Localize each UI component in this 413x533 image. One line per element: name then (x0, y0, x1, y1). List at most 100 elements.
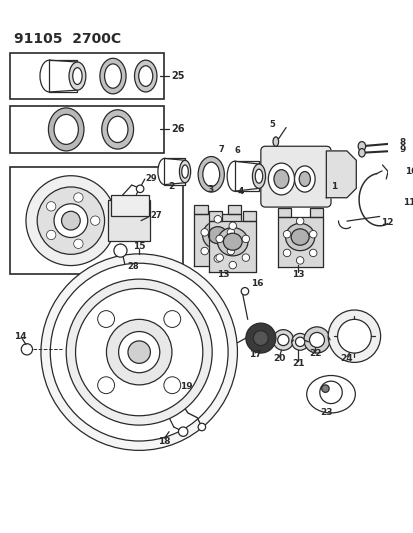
Text: 14: 14 (14, 332, 26, 341)
Text: 21: 21 (291, 359, 304, 368)
Polygon shape (277, 217, 322, 266)
Circle shape (296, 217, 303, 225)
Text: 11: 11 (402, 198, 413, 207)
Circle shape (46, 230, 56, 240)
Bar (10, 53, 164, 100)
Ellipse shape (48, 108, 84, 151)
Ellipse shape (138, 66, 152, 86)
Circle shape (228, 261, 236, 269)
Bar (234, 161, 259, 191)
Ellipse shape (306, 376, 354, 413)
Circle shape (282, 230, 290, 238)
Ellipse shape (181, 165, 188, 178)
Bar (49, 60, 77, 92)
Circle shape (319, 381, 342, 403)
Circle shape (321, 385, 328, 392)
Bar (10, 106, 164, 153)
Ellipse shape (290, 229, 309, 245)
Ellipse shape (208, 227, 227, 244)
Text: 18: 18 (158, 437, 170, 446)
Ellipse shape (202, 221, 233, 249)
Text: 29: 29 (145, 174, 157, 183)
Text: 2: 2 (168, 182, 174, 191)
Circle shape (241, 288, 248, 295)
Circle shape (200, 229, 208, 236)
Ellipse shape (358, 149, 364, 157)
Ellipse shape (104, 64, 121, 88)
Text: 10: 10 (404, 167, 413, 176)
Ellipse shape (392, 141, 397, 148)
Circle shape (296, 257, 303, 264)
Ellipse shape (202, 162, 219, 187)
Ellipse shape (227, 161, 242, 191)
Circle shape (164, 311, 180, 327)
Ellipse shape (107, 116, 128, 142)
Text: 27: 27 (150, 212, 161, 221)
Text: 1: 1 (330, 182, 337, 191)
Bar (194, 205, 207, 214)
Ellipse shape (54, 115, 78, 144)
Ellipse shape (157, 158, 171, 184)
Bar (111, 196, 148, 216)
Ellipse shape (134, 60, 157, 92)
Circle shape (253, 330, 268, 345)
Text: 23: 23 (319, 408, 332, 417)
Circle shape (37, 187, 104, 254)
Circle shape (227, 229, 234, 236)
Circle shape (41, 254, 237, 450)
Bar (108, 200, 150, 241)
Ellipse shape (254, 169, 262, 183)
Circle shape (303, 327, 329, 353)
Circle shape (136, 185, 144, 192)
Circle shape (62, 211, 80, 230)
Circle shape (309, 333, 324, 348)
Circle shape (245, 323, 275, 353)
Circle shape (74, 239, 83, 248)
Text: 17: 17 (248, 350, 261, 359)
Text: 28: 28 (127, 262, 138, 271)
Bar (209, 211, 222, 221)
Circle shape (216, 235, 223, 243)
Circle shape (216, 254, 223, 261)
Text: 12: 12 (380, 217, 392, 227)
Circle shape (309, 249, 316, 257)
Circle shape (50, 263, 228, 441)
Text: 20: 20 (273, 354, 285, 363)
Polygon shape (325, 151, 356, 198)
Circle shape (97, 311, 114, 327)
Text: 26: 26 (171, 124, 184, 134)
Circle shape (21, 344, 33, 355)
Ellipse shape (285, 223, 314, 251)
Circle shape (242, 254, 249, 261)
Ellipse shape (69, 62, 85, 90)
Circle shape (76, 288, 202, 416)
FancyBboxPatch shape (260, 146, 330, 207)
Bar (242, 211, 256, 221)
Circle shape (118, 332, 159, 373)
Circle shape (97, 377, 114, 394)
Circle shape (198, 423, 205, 431)
Ellipse shape (223, 233, 242, 250)
Text: 16: 16 (251, 279, 263, 288)
Ellipse shape (272, 137, 278, 146)
Circle shape (309, 230, 316, 238)
Text: 4: 4 (237, 187, 244, 196)
Circle shape (114, 244, 127, 257)
Circle shape (159, 391, 169, 401)
Text: 6: 6 (234, 147, 240, 156)
Circle shape (277, 334, 288, 345)
Text: 3: 3 (206, 185, 213, 194)
Text: 13: 13 (291, 270, 304, 279)
Circle shape (295, 337, 304, 346)
Ellipse shape (217, 228, 247, 256)
Circle shape (328, 310, 380, 362)
Ellipse shape (198, 157, 224, 192)
Circle shape (26, 176, 116, 265)
Circle shape (106, 319, 171, 385)
Ellipse shape (40, 60, 59, 92)
Ellipse shape (179, 160, 190, 183)
Circle shape (128, 341, 150, 364)
Text: 5: 5 (268, 120, 274, 129)
Ellipse shape (268, 163, 294, 195)
Ellipse shape (273, 169, 288, 188)
